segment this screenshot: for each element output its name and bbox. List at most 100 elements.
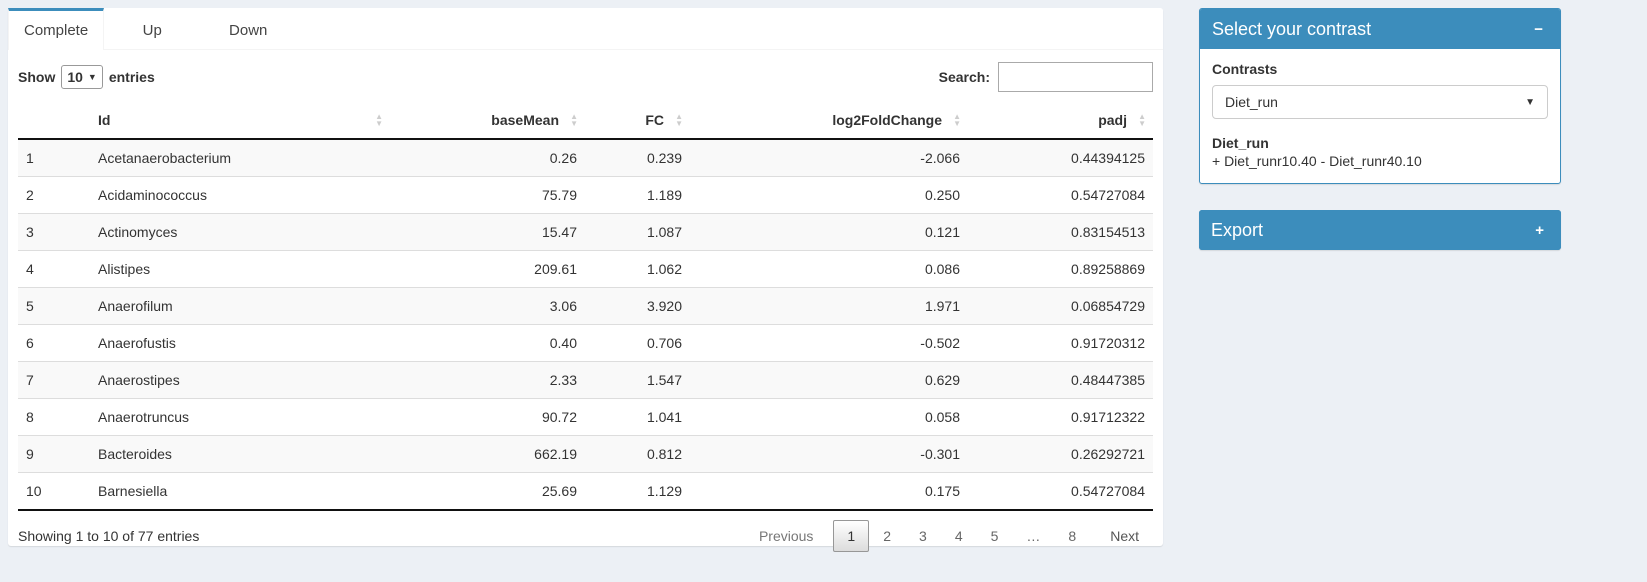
pagination-ellipsis: … bbox=[1026, 528, 1041, 544]
cell-basemean: 2.33 bbox=[549, 372, 577, 388]
sort-icon: ▲ ▼ bbox=[1138, 112, 1146, 128]
contrast-box-title: Select your contrast bbox=[1212, 18, 1372, 39]
cell-id: Anaerofilum bbox=[98, 298, 173, 314]
pagination-page[interactable]: 4 bbox=[954, 528, 963, 544]
results-panel: Complete Up Down Show 10 ▼ entries Searc… bbox=[8, 8, 1163, 552]
cell-log2fc: -2.066 bbox=[920, 150, 960, 166]
contrast-select-value: Diet_run bbox=[1225, 94, 1278, 110]
cell-fc: 1.087 bbox=[646, 224, 682, 240]
table-row[interactable]: 8 Anaerotruncus 90.72 1.041 0.058 0.9171… bbox=[18, 399, 1153, 436]
export-box-title: Export bbox=[1211, 219, 1264, 240]
tab-down[interactable]: Down bbox=[229, 22, 268, 39]
cell-id: Anaerostipes bbox=[98, 372, 180, 388]
cell-padj: 0.91712322 bbox=[1071, 409, 1145, 425]
cell-id: Acidaminococcus bbox=[98, 187, 207, 203]
tab-content-complete: Show 10 ▼ entries Search: bbox=[8, 50, 1163, 562]
cell-padj: 0.54727084 bbox=[1071, 483, 1145, 499]
cell-padj: 0.44394125 bbox=[1071, 150, 1145, 166]
cell-row-number: 7 bbox=[26, 372, 34, 388]
table-row[interactable]: 4 Alistipes 209.61 1.062 0.086 0.8925886… bbox=[18, 251, 1153, 288]
cell-basemean: 0.40 bbox=[549, 335, 577, 351]
table-row[interactable]: 6 Anaerofustis 0.40 0.706 -0.502 0.91720… bbox=[18, 325, 1153, 362]
column-header-log2fc[interactable]: log2FoldChange ▲ ▼ bbox=[690, 102, 968, 140]
tab-up[interactable]: Up bbox=[142, 22, 162, 39]
cell-row-number: 5 bbox=[26, 298, 34, 314]
column-header-basemean-label: baseMean bbox=[491, 112, 559, 128]
cell-log2fc: 0.086 bbox=[924, 261, 960, 277]
cell-row-number: 1 bbox=[26, 150, 34, 166]
cell-id: Anaerotruncus bbox=[98, 409, 190, 425]
cell-fc: 1.547 bbox=[646, 372, 682, 388]
cell-padj: 0.06854729 bbox=[1071, 298, 1145, 314]
cell-row-number: 6 bbox=[26, 335, 34, 351]
entries-label: entries bbox=[108, 69, 155, 85]
pagination-page[interactable]: 1 bbox=[833, 520, 870, 552]
cell-id: Bacteroides bbox=[98, 446, 172, 462]
table-row[interactable]: 2 Acidaminococcus 75.79 1.189 0.250 0.54… bbox=[18, 177, 1153, 214]
collapse-minus-icon[interactable]: − bbox=[1527, 19, 1550, 40]
column-header-fc-label: FC bbox=[645, 112, 664, 128]
pagination-previous[interactable]: Previous bbox=[758, 528, 814, 544]
select-arrow-icon: ▼ bbox=[87, 72, 97, 82]
pagination: Previous 1 2 3 4 5 … 8 Next bbox=[745, 520, 1153, 552]
cell-log2fc: -0.301 bbox=[920, 446, 960, 462]
cell-fc: 1.129 bbox=[646, 483, 682, 499]
cell-row-number: 3 bbox=[26, 224, 34, 240]
page-length-select[interactable]: 10 ▼ bbox=[61, 65, 103, 89]
cell-row-number: 4 bbox=[26, 261, 34, 277]
table-row[interactable]: 9 Bacteroides 662.19 0.812 -0.301 0.2629… bbox=[18, 435, 1153, 473]
tab-complete[interactable]: Complete bbox=[8, 8, 105, 50]
results-tabs: Complete Up Down bbox=[8, 8, 1163, 50]
cell-fc: 1.062 bbox=[646, 261, 682, 277]
export-box: Export + bbox=[1199, 210, 1561, 250]
pagination-page[interactable]: 5 bbox=[990, 528, 999, 544]
search-input[interactable] bbox=[998, 62, 1153, 92]
table-row[interactable]: 7 Anaerostipes 2.33 1.547 0.629 0.484473… bbox=[18, 361, 1153, 399]
cell-padj: 0.89258869 bbox=[1071, 261, 1145, 277]
search-label: Search: bbox=[938, 69, 990, 85]
contrast-box-header: Select your contrast − bbox=[1200, 9, 1560, 49]
cell-id: Acetanaerobacterium bbox=[98, 150, 232, 166]
cell-row-number: 2 bbox=[26, 187, 34, 203]
sidebar-right: Select your contrast − Contrasts Diet_ru… bbox=[1199, 8, 1561, 276]
table-header-row: Id ▲ ▼ baseMean ▲ ▼ FC ▲ ▼ log2FoldChange ▲… bbox=[18, 102, 1153, 140]
cell-basemean: 0.26 bbox=[549, 150, 577, 166]
table-row[interactable]: 5 Anaerofilum 3.06 3.920 1.971 0.0685472… bbox=[18, 287, 1153, 325]
column-header-id-label: Id bbox=[98, 112, 111, 128]
column-header-padj-label: padj bbox=[1098, 112, 1127, 128]
cell-log2fc: 0.629 bbox=[924, 372, 960, 388]
cell-basemean: 209.61 bbox=[534, 261, 577, 277]
pagination-page[interactable]: 8 bbox=[1068, 528, 1077, 544]
expand-plus-icon[interactable]: + bbox=[1528, 220, 1551, 241]
cell-log2fc: 0.121 bbox=[924, 224, 960, 240]
cell-row-number: 9 bbox=[26, 446, 34, 462]
cell-padj: 0.48447385 bbox=[1071, 372, 1145, 388]
pagination-page[interactable]: 3 bbox=[919, 528, 927, 544]
cell-fc: 3.920 bbox=[646, 298, 682, 314]
contrast-select[interactable]: Diet_run ▼ bbox=[1212, 85, 1548, 119]
column-header-basemean[interactable]: baseMean ▲ ▼ bbox=[390, 102, 585, 140]
chevron-down-icon: ▼ bbox=[1525, 96, 1535, 108]
cell-row-number: 8 bbox=[26, 409, 34, 425]
table-row[interactable]: 3 Actinomyces 15.47 1.087 0.121 0.831545… bbox=[18, 213, 1153, 251]
column-header-padj[interactable]: padj ▲ ▼ bbox=[968, 102, 1153, 140]
column-header-fc[interactable]: FC ▲ ▼ bbox=[585, 102, 690, 140]
cell-id: Actinomyces bbox=[98, 224, 178, 240]
column-header-id[interactable]: Id ▲ ▼ bbox=[90, 102, 390, 140]
cell-fc: 0.239 bbox=[646, 150, 682, 166]
cell-log2fc: 0.058 bbox=[924, 409, 960, 425]
cell-log2fc: 0.175 bbox=[924, 483, 960, 499]
cell-basemean: 662.19 bbox=[534, 446, 577, 462]
contrast-detail-name: Diet_run bbox=[1212, 135, 1269, 151]
export-box-header: Export + bbox=[1199, 210, 1561, 250]
page-length-value: 10 bbox=[67, 69, 83, 85]
table-row[interactable]: 10 Barnesiella 25.69 1.129 0.175 0.54727… bbox=[18, 473, 1153, 510]
table-row[interactable]: 1 Acetanaerobacterium 0.26 0.239 -2.066 … bbox=[18, 139, 1153, 177]
pagination-page[interactable]: 2 bbox=[883, 528, 892, 544]
column-header-log2fc-label: log2FoldChange bbox=[832, 112, 942, 128]
cell-basemean: 25.69 bbox=[541, 483, 577, 499]
cell-log2fc: 0.250 bbox=[924, 187, 960, 203]
cell-fc: 1.189 bbox=[646, 187, 682, 203]
cell-padj: 0.54727084 bbox=[1071, 187, 1145, 203]
pagination-next[interactable]: Next bbox=[1110, 528, 1139, 544]
